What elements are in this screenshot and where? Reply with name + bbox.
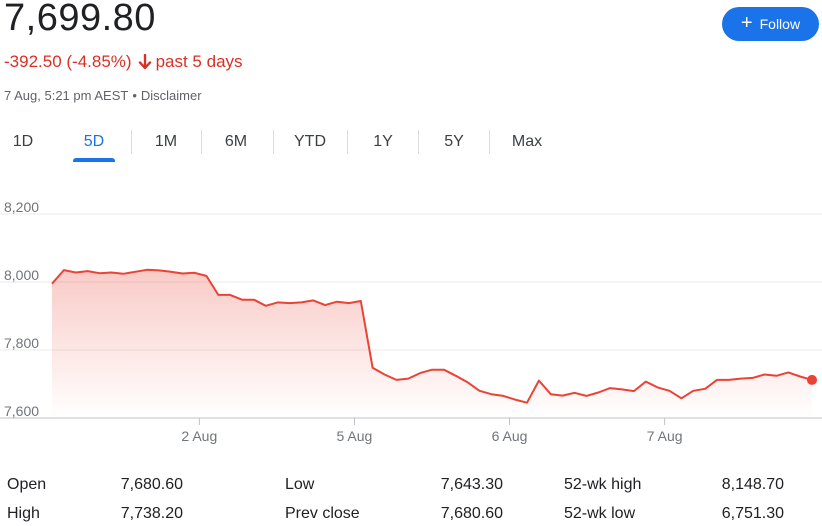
price-change-row: -392.50 (-4.85%) past 5 days xyxy=(4,51,243,73)
price-change: -392.50 (-4.85%) xyxy=(4,52,132,71)
stat-open-label: Open xyxy=(7,476,47,493)
stat-high-label: High xyxy=(7,505,40,522)
y-tick-label: 8,200 xyxy=(4,199,39,215)
tab-5y[interactable]: 5Y xyxy=(444,133,464,150)
tab-divider xyxy=(347,130,348,154)
tab-divider xyxy=(273,130,274,154)
tab-divider xyxy=(418,130,419,154)
stat-low-value: 7,643.30 xyxy=(440,476,503,493)
stats-table: Open 7,680.60 High 7,738.20 Low 7,643.30… xyxy=(0,470,822,526)
disclaimer-link[interactable]: Disclaimer xyxy=(140,88,202,103)
arrow-down-icon xyxy=(138,54,151,70)
x-tick-label: 7 Aug xyxy=(647,428,683,444)
y-tick-label: 7,800 xyxy=(4,335,39,351)
y-tick-label: 7,600 xyxy=(4,403,39,419)
x-tick-label: 6 Aug xyxy=(492,428,528,444)
stat-prev-close-value: 7,680.60 xyxy=(440,505,503,522)
stat-high-value: 7,738.20 xyxy=(120,505,183,522)
stat-52wk-low-label: 52-wk low xyxy=(564,505,636,522)
stat-52wk-low-value: 6,751.30 xyxy=(721,505,784,522)
tab-divider xyxy=(131,130,132,154)
timestamp-row: 7 Aug, 5:21 pm AEST • Disclaimer xyxy=(4,87,202,105)
range-tabs: 1D 5D 1M 6M YTD 1Y 5Y Max xyxy=(0,123,560,162)
change-period: past 5 days xyxy=(155,52,243,71)
price-area xyxy=(52,269,812,418)
last-price-marker xyxy=(807,374,817,385)
tab-1d[interactable]: 1D xyxy=(12,133,34,150)
tab-1y[interactable]: 1Y xyxy=(373,133,393,150)
y-tick-label: 8,000 xyxy=(4,267,39,283)
plus-icon: + xyxy=(740,12,753,34)
follow-label: Follow xyxy=(759,16,801,32)
tab-divider xyxy=(201,130,202,154)
tab-6m[interactable]: 6M xyxy=(224,133,248,150)
price-line xyxy=(51,268,813,404)
index-price: 7,699.80 xyxy=(4,0,156,39)
stat-prev-close-label: Prev close xyxy=(285,505,360,522)
tab-1m[interactable]: 1M xyxy=(154,133,178,150)
stat-open-value: 7,680.60 xyxy=(120,476,183,493)
x-tick-label: 5 Aug xyxy=(337,428,373,444)
timestamp: 7 Aug, 5:21 pm AEST xyxy=(4,88,129,103)
tab-divider xyxy=(489,130,490,154)
stat-52wk-high-label: 52-wk high xyxy=(564,476,642,493)
price-chart[interactable]: 8,200 8,000 7,800 7,600 2 Aug 5 Aug 6 Aug 7 Aug xyxy=(0,195,822,450)
meta-separator: • xyxy=(132,88,137,103)
x-tick-label: 2 Aug xyxy=(181,428,217,444)
follow-button[interactable]: + Follow xyxy=(722,7,819,41)
tab-max[interactable]: Max xyxy=(511,133,543,150)
stat-52wk-high-value: 8,148.70 xyxy=(721,476,784,493)
tab-ytd[interactable]: YTD xyxy=(294,133,326,150)
tab-5d[interactable]: 5D xyxy=(73,123,115,162)
stat-low-label: Low xyxy=(285,476,315,493)
